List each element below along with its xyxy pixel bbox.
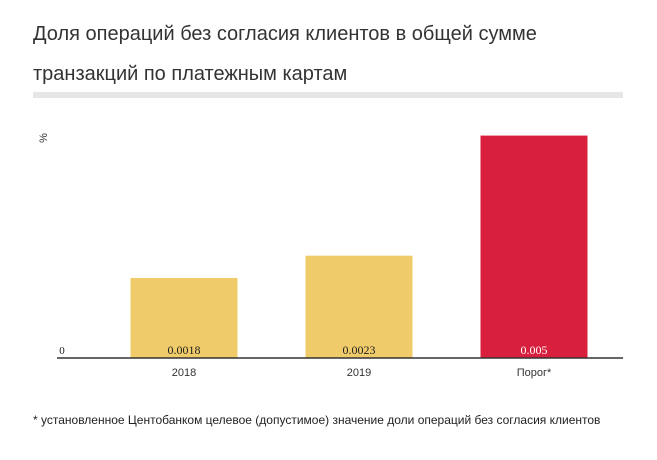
bar-chart: % 0 0.0018 2018 0.0023 2019 0.005 Порог* bbox=[38, 133, 623, 379]
title-divider bbox=[33, 92, 623, 98]
x-tick-label-3: Порог* bbox=[517, 367, 552, 379]
x-tick-label-2: 2019 bbox=[347, 367, 371, 379]
bar-3 bbox=[480, 135, 588, 358]
bar-value-label-3: 0.005 bbox=[521, 343, 548, 357]
footnote: * установленное Центобанком целевое (доп… bbox=[33, 413, 601, 427]
x-tick-label-1: 2018 bbox=[172, 367, 196, 379]
bar-1 bbox=[130, 277, 238, 358]
bar-value-label-2: 0.0023 bbox=[343, 343, 376, 357]
chart-title: Доля операций без согласия клиентов в об… bbox=[33, 23, 537, 85]
bar-value-label-1: 0.0018 bbox=[168, 343, 201, 357]
y-zero-label: 0 bbox=[59, 345, 65, 357]
y-axis-label: % bbox=[38, 133, 50, 143]
bar-2 bbox=[305, 255, 413, 358]
